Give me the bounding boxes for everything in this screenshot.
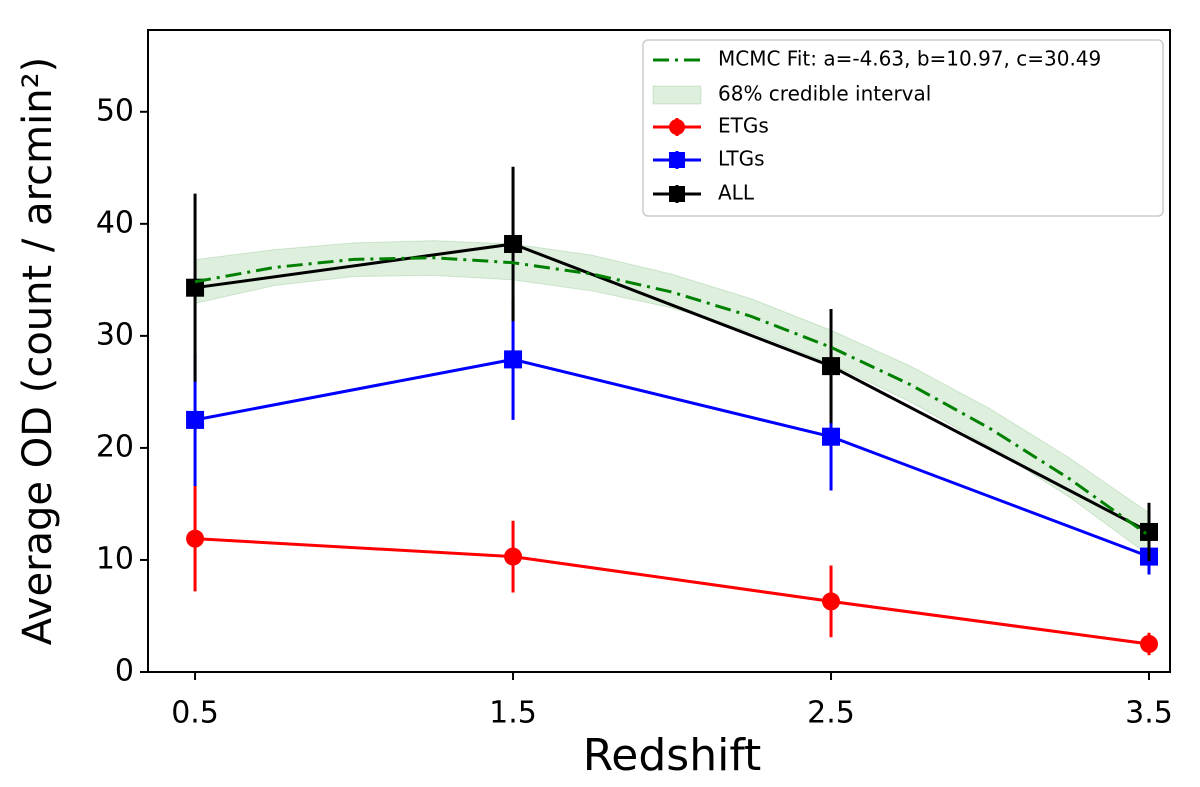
x-tick-label: 3.5 bbox=[1125, 696, 1173, 731]
legend-marker bbox=[669, 152, 685, 168]
legend-label: LTGs bbox=[718, 147, 765, 171]
legend-marker bbox=[669, 119, 685, 135]
legend-box bbox=[642, 39, 1164, 217]
data-marker bbox=[186, 278, 205, 297]
x-tick-label: 2.5 bbox=[807, 696, 855, 731]
legend-label: ETGs bbox=[718, 114, 769, 138]
series-line bbox=[194, 537, 1150, 646]
legend: MCMC Fit: a=-4.63, b=10.97, c=30.49 68% c… bbox=[642, 39, 1164, 217]
data-marker bbox=[504, 235, 523, 253]
y-tick-label: 20 bbox=[96, 429, 134, 464]
legend-marker bbox=[669, 186, 685, 202]
y-tick-label: 40 bbox=[96, 205, 134, 240]
series-line bbox=[194, 357, 1150, 559]
fit-line bbox=[194, 256, 1150, 537]
legend-label: 68% credible interval bbox=[718, 82, 931, 106]
x-axis-label: Redshift bbox=[583, 730, 762, 781]
data-marker bbox=[1140, 634, 1159, 653]
y-axis-label: Average OD (count / arcmin²) bbox=[15, 57, 61, 645]
data-marker bbox=[822, 357, 841, 376]
data-marker bbox=[822, 427, 841, 446]
x-tick-label: 0.5 bbox=[171, 696, 219, 731]
x-tick-label: 1.5 bbox=[489, 696, 537, 731]
y-tick-label: 10 bbox=[96, 541, 134, 576]
data-marker bbox=[822, 592, 841, 611]
y-tick-label: 0 bbox=[115, 654, 134, 689]
data-marker bbox=[186, 529, 205, 548]
plot-frame bbox=[147, 29, 1171, 673]
legend-swatch bbox=[652, 85, 702, 105]
data-marker bbox=[504, 547, 523, 566]
y-tick-label: 30 bbox=[96, 317, 134, 352]
legend-label: MCMC Fit: a=-4.63, b=10.97, c=30.49 bbox=[718, 47, 1101, 71]
data-marker bbox=[1140, 522, 1159, 541]
data-marker bbox=[504, 350, 523, 369]
series-line bbox=[194, 242, 1150, 534]
y-tick-label: 50 bbox=[96, 93, 134, 128]
legend-label: ALL bbox=[718, 181, 755, 205]
data-marker bbox=[186, 410, 205, 429]
